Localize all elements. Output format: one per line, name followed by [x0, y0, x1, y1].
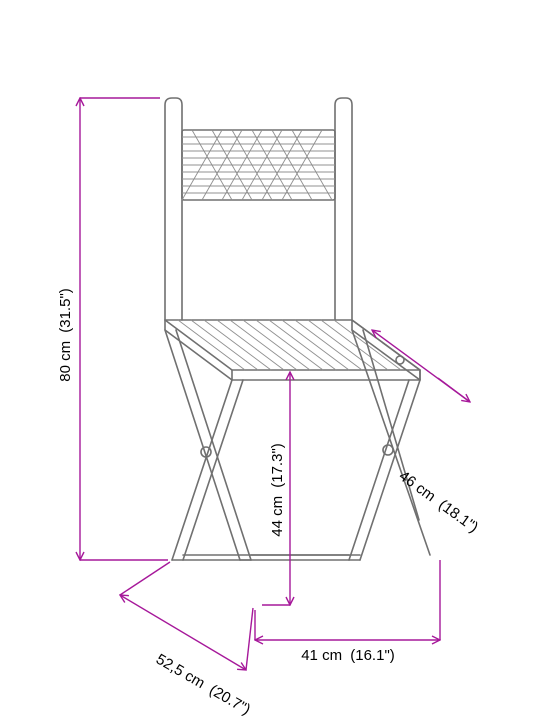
dim-depth-seat: 46 cm (18.1"): [396, 467, 482, 536]
chair-drawing: [165, 98, 430, 560]
dim-width: 41 cm (16.1"): [301, 647, 395, 664]
backrest-weave: [182, 130, 335, 200]
dim-height: 80 cm (31.5"): [57, 288, 74, 382]
dim-seat-height: 44 cm (17.3"): [269, 443, 286, 537]
diagram-stage: { "type": "dimensioned-line-drawing", "s…: [0, 0, 540, 720]
diagram-svg: 80 cm (31.5") 44 cm (17.3") 41 cm (16.1"…: [0, 0, 540, 720]
dim-depth-floor: 52,5 cm (20.7"): [153, 651, 253, 719]
dimensions: 80 cm (31.5") 44 cm (17.3") 41 cm (16.1"…: [57, 98, 481, 718]
